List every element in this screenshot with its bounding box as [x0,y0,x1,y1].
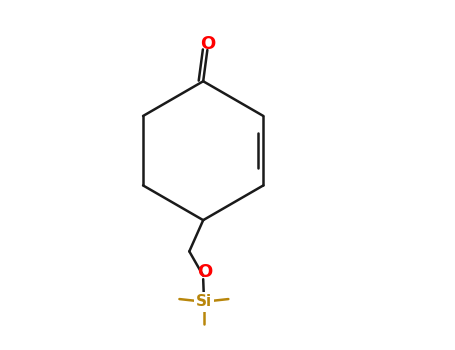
Text: O: O [197,262,212,281]
Text: O: O [200,35,215,53]
Text: Si: Si [196,294,212,309]
